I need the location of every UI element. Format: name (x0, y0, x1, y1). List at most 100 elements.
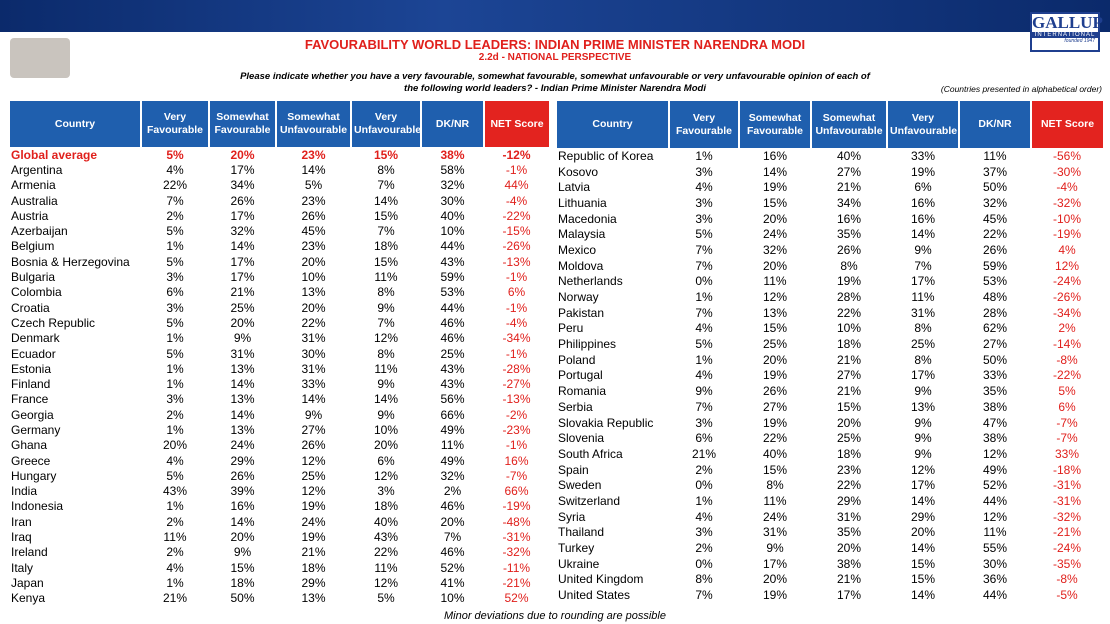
table-cell: 3% (695, 525, 713, 540)
table-cell: -2% (505, 407, 528, 422)
table-cell: 11% (374, 361, 398, 376)
table-row: Norway 1% 12% 28% 11% 48% -26% (556, 289, 1103, 305)
table-cell: 19% (762, 180, 788, 195)
table-row: Germany 1% 13% 27% 10% 49% -23% (9, 422, 549, 437)
table-cell: 50% (230, 591, 255, 606)
header-cell: Somewhat Favourable (208, 101, 276, 147)
table-cell: 7% (695, 242, 713, 257)
table-cell: 26% (982, 242, 1008, 257)
table-cell: 6% (1058, 399, 1076, 414)
table-cell: 14% (910, 588, 936, 603)
table-cell: 17% (910, 368, 936, 383)
table-cell: 12% (982, 509, 1008, 524)
table-cell: 7% (377, 224, 395, 239)
table-cell: Hungary (11, 468, 57, 483)
header-cell: DK/NR (958, 101, 1031, 148)
table-cell: Philippines (558, 337, 617, 352)
table-cell: 21% (836, 384, 862, 399)
table-cell: 37% (982, 164, 1008, 179)
table-cell: Slovakia Republic (558, 415, 654, 430)
table-cell: 25% (762, 337, 788, 352)
table-cell: 7% (695, 305, 713, 320)
table-cell: 17% (762, 556, 788, 571)
table-cell: Global average (11, 147, 98, 162)
table-cell: 13% (762, 305, 788, 320)
table-row: Iraq 11% 20% 19% 43% 7% -31% (9, 529, 549, 544)
table-cell: Ecuador (11, 346, 56, 361)
table-cell: 20% (910, 525, 936, 540)
table-cell: 14% (910, 493, 936, 508)
table-row: Switzerland 1% 11% 29% 14% 44% -31% (556, 493, 1103, 509)
table-cell: 25% (910, 337, 936, 352)
table-cell: 16% (762, 148, 788, 163)
table-cell: 4% (695, 180, 713, 195)
table-cell: Estonia (11, 361, 52, 376)
table-cell: 38% (836, 556, 862, 571)
table-cell: 17% (230, 162, 255, 177)
table-cell: 20% (762, 572, 788, 587)
table-cell: 8% (914, 352, 932, 367)
table-cell: 27% (762, 399, 788, 414)
table-cell: 32% (982, 195, 1008, 210)
table-cell: 27% (836, 368, 862, 383)
table-cell: 17% (910, 274, 936, 289)
table-row: Poland 1% 20% 21% 8% 50% -8% (556, 352, 1103, 368)
table-cell: -12% (502, 147, 531, 162)
table-cell: 2% (166, 208, 184, 223)
header-cell: Very Unfavourable (886, 101, 959, 148)
table-row: Croatia 3% 25% 20% 9% 44% -1% (9, 300, 549, 315)
table-cell: South Africa (558, 446, 623, 461)
table-cell: -34% (502, 331, 531, 346)
table-cell: 18% (230, 575, 255, 590)
table-row: Italy 4% 15% 18% 11% 52% -11% (9, 560, 549, 575)
table-row: Portugal 4% 19% 27% 17% 33% -22% (556, 368, 1103, 384)
table-cell: -1% (505, 270, 528, 285)
table-cell: -14% (1052, 337, 1081, 352)
table-row: Pakistan 7% 13% 22% 31% 28% -34% (556, 305, 1103, 321)
table-cell: 20% (301, 254, 326, 269)
header-cell: Country (8, 101, 141, 147)
table-row: Republic of Korea 1% 16% 40% 33% 11% -56% (556, 148, 1103, 164)
table-cell: 38% (982, 431, 1008, 446)
table-cell: 21% (230, 285, 255, 300)
table-cell: 41% (440, 575, 465, 590)
table-cell: 6% (507, 285, 526, 300)
table-row: India 43% 39% 12% 3% 2% 66% (9, 484, 549, 499)
table-cell: 19% (762, 588, 788, 603)
table-cell: 9% (695, 384, 713, 399)
table-cell: 21% (836, 352, 862, 367)
table-cell: 9% (914, 415, 932, 430)
header-cell: NET Score (483, 101, 549, 147)
table-cell: 59% (440, 270, 465, 285)
logo: GALLUP INTERNATIONAL founded 1947 (1030, 12, 1103, 52)
table-cell: 43% (440, 377, 465, 392)
table-cell: 24% (301, 514, 326, 529)
table-cell: 3% (695, 211, 713, 226)
table-cell: 20% (230, 315, 255, 330)
table-cell: 20% (301, 300, 326, 315)
table-cell: 4% (695, 368, 713, 383)
table-cell: 36% (982, 572, 1008, 587)
table-cell: 26% (836, 242, 862, 257)
table-row: Iran 2% 14% 24% 40% 20% -48% (9, 514, 549, 529)
table-row: Global average 5% 20% 23% 15% 38% -12% (9, 147, 549, 162)
table-cell: 45% (982, 211, 1008, 226)
table-cell: Finland (11, 377, 51, 392)
table-cell: 16% (836, 211, 862, 226)
table-cell: 43% (162, 484, 188, 499)
table-cell: Japan (11, 575, 44, 590)
table-cell: 10% (440, 591, 465, 606)
table-cell: 14% (373, 392, 399, 407)
header-cell: Very Unfavourable (350, 101, 421, 147)
table-cell: 20% (762, 211, 788, 226)
table-row: Syria 4% 24% 31% 29% 12% -32% (556, 509, 1103, 525)
table-cell: 10% (301, 270, 326, 285)
table-cell: 12% (373, 331, 399, 346)
table-cell: Bulgaria (11, 270, 56, 285)
table-cell: 56% (440, 392, 465, 407)
table-cell: 5% (166, 224, 184, 239)
table-cell: -24% (1052, 274, 1081, 289)
table-cell: -7% (1056, 431, 1078, 446)
table-cell: 31% (230, 346, 255, 361)
table-cell: Kenya (11, 591, 46, 606)
